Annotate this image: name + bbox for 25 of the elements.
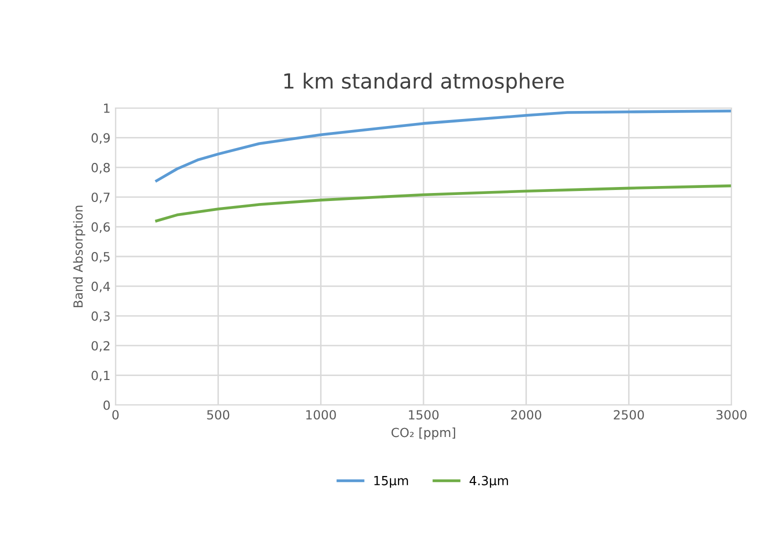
legend-label: 15µm — [374, 476, 408, 488]
y-tick-label: 0,7 — [92, 192, 110, 204]
y-tick-label: 0,8 — [92, 162, 110, 174]
y-tick-label: 0,2 — [92, 341, 110, 352]
y-tick-label: 0,4 — [92, 282, 110, 292]
legend-label: 4.3µm — [470, 476, 508, 488]
y-tick-label: 0 — [104, 400, 110, 410]
line-series — [155, 110, 732, 182]
y-tick-label: 0,9 — [92, 133, 110, 144]
chart-title: 1 km standard atmosphere — [284, 72, 564, 93]
x-axis-title: CO₂ [ppm] — [392, 428, 456, 440]
y-tick-label: 0,3 — [92, 311, 110, 322]
y-tick-label: 0,6 — [92, 222, 110, 233]
x-tick-label: 2000 — [511, 410, 542, 420]
y-axis-title: Band Absorption — [73, 206, 86, 308]
x-tick-label: 0 — [112, 410, 119, 420]
y-tick-label: 1 — [104, 104, 110, 113]
y-tick-label: 0,1 — [92, 370, 110, 382]
x-tick-label: 3000 — [716, 410, 747, 420]
y-tick-label: 0,5 — [92, 252, 110, 263]
x-tick-label: 1000 — [306, 410, 336, 420]
x-tick-label: 1500 — [408, 410, 439, 420]
line-series — [155, 184, 732, 222]
x-tick-label: 500 — [207, 410, 230, 420]
x-tick-label: 2500 — [614, 410, 644, 420]
